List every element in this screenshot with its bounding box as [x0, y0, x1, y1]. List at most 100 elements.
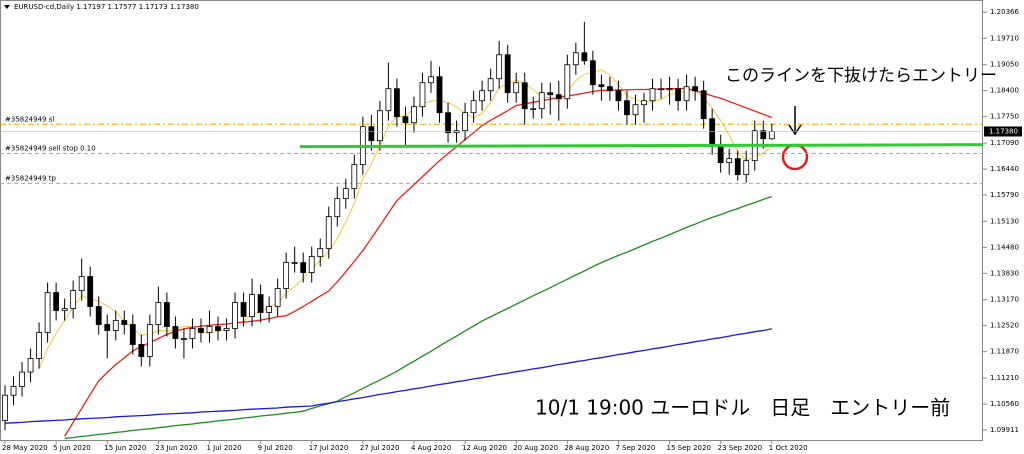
y-tick-label: 1.11870: [990, 348, 1019, 356]
moving-average: [64, 195, 773, 440]
candle-body: [394, 88, 400, 118]
level-label: #35824949 tp: [5, 174, 56, 182]
candle-body: [232, 302, 238, 329]
price-label: 1.17380: [989, 127, 1018, 135]
plot-border: [0, 0, 983, 441]
x-tick-label: 15 Jun 2020: [104, 444, 146, 452]
x-tick-label: 12 Aug 2020: [462, 444, 507, 452]
candle-body: [598, 84, 605, 88]
candle-body: [743, 160, 750, 176]
candle-body: [172, 326, 179, 339]
candle-body: [266, 306, 273, 313]
candle-body: [112, 320, 119, 331]
candle-body: [342, 188, 349, 200]
annotation: このラインを下抜けたらエントリー: [725, 66, 997, 86]
x-tick-label: 7 Sep 2020: [615, 444, 655, 452]
candle-body: [419, 82, 426, 108]
candle-body: [436, 76, 443, 114]
candle-body: [658, 88, 664, 91]
candle-body: [2, 394, 8, 421]
candle-body: [376, 110, 383, 142]
candle-body: [215, 326, 221, 331]
candle-body: [555, 94, 562, 100]
moving-average: [4, 328, 772, 424]
candle-body: [675, 88, 681, 102]
candle-body: [300, 262, 307, 273]
candle-body: [538, 92, 545, 110]
x-tick-label: 23 Sep 2020: [718, 444, 762, 452]
y-tick-label: 1.20366: [990, 8, 1019, 16]
candle-body: [283, 262, 290, 289]
candle-body: [496, 54, 503, 80]
candle-body: [470, 100, 477, 114]
candle-body: [368, 126, 375, 142]
x-tick-label: 27 Jul 2020: [360, 444, 400, 452]
x-tick-label: 5 Jun 2020: [53, 444, 91, 452]
candle-body: [641, 100, 647, 106]
y-tick-label: 1.10560: [990, 400, 1019, 408]
candle-body: [760, 130, 767, 140]
candle-body: [317, 248, 324, 257]
candle-body: [411, 106, 417, 124]
candle-body: [649, 88, 656, 102]
annotation: 10/1 19:00 ユーロドル 日足 エントリー前: [535, 396, 950, 420]
candle-body: [129, 324, 136, 345]
candle-body: [666, 88, 673, 91]
candle-body: [206, 326, 213, 333]
x-tick-label: 9 Jul 2020: [258, 444, 293, 452]
candle-body: [181, 338, 187, 340]
candle-body: [198, 328, 204, 333]
candle-body: [61, 308, 68, 311]
y-tick-label: 1.09911: [990, 426, 1019, 434]
candle-body: [163, 302, 170, 327]
candle-body: [683, 86, 690, 102]
candle-body: [428, 76, 434, 84]
candle-body: [274, 288, 281, 307]
candle-body: [402, 116, 409, 124]
candle-body: [223, 328, 230, 331]
candle-body: [70, 290, 77, 309]
candle-body: [445, 112, 451, 134]
y-tick-label: 1.14480: [990, 243, 1019, 251]
candle-body: [27, 358, 34, 373]
y-tick-label: 1.12520: [990, 322, 1019, 330]
candle-body: [53, 292, 60, 311]
y-tick-label: 1.15130: [990, 217, 1019, 225]
price-label-box: [984, 126, 1022, 137]
trendline: [299, 143, 984, 149]
candle-body: [513, 82, 520, 94]
candle-body: [95, 306, 102, 325]
candle-body: [692, 86, 699, 92]
candle-body: [249, 294, 255, 317]
candle-body: [768, 131, 775, 140]
candle-body: [87, 276, 94, 307]
candle-body: [104, 324, 111, 331]
y-tick-label: 1.17090: [990, 139, 1019, 147]
y-tick-label: 1.19710: [990, 34, 1019, 42]
candle-body: [155, 302, 162, 325]
candle-body: [479, 90, 486, 102]
x-tick-label: 1 Jul 2020: [206, 444, 241, 452]
x-tick-label: 28 Aug 2020: [564, 444, 609, 452]
candle-body: [189, 328, 196, 339]
candle-body: [572, 52, 579, 66]
candle-body: [385, 88, 392, 112]
candle-body: [308, 256, 315, 273]
candle-body: [325, 216, 332, 249]
y-tick-label: 1.18400: [990, 87, 1019, 95]
candle-body: [700, 90, 707, 120]
candle-body: [615, 90, 622, 102]
candle-body: [44, 292, 51, 333]
candle-body: [530, 108, 537, 111]
y-tick-label: 1.13170: [990, 296, 1019, 304]
title-icon: [4, 5, 10, 9]
x-tick-label: 4 Aug 2020: [411, 444, 451, 452]
y-tick-label: 1.13830: [990, 269, 1019, 277]
candle-body: [240, 302, 247, 317]
candle-body: [717, 144, 724, 164]
candle-body: [734, 158, 741, 176]
